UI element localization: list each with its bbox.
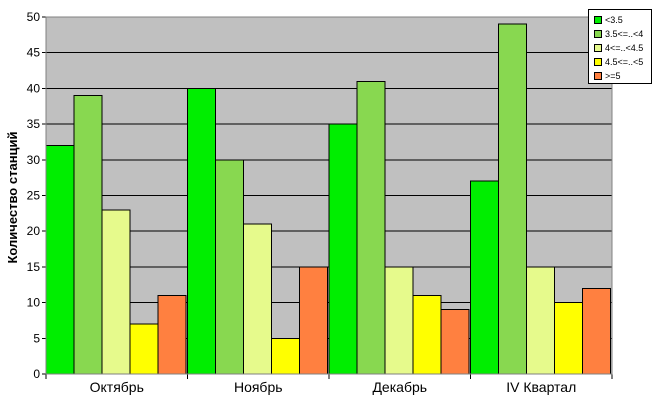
bar: [129, 323, 159, 375]
y-tick-label: 0: [33, 367, 40, 381]
bar: [298, 266, 328, 375]
bar: [356, 80, 386, 375]
plot-border: [45, 16, 613, 375]
y-tick-label: 45: [27, 46, 41, 60]
bar: [328, 123, 358, 375]
legend-label: >=5: [605, 71, 621, 81]
bar: [384, 266, 414, 375]
legend-swatch: [594, 16, 602, 24]
legend-swatch: [594, 44, 602, 52]
y-tick-label: 25: [27, 189, 41, 203]
x-tick-label: Декабрь: [372, 379, 427, 395]
legend-swatch: [594, 72, 602, 80]
bar: [73, 95, 103, 375]
bar: [270, 337, 300, 375]
legend-item: 4<=..<4.5: [594, 41, 651, 55]
bar: [412, 294, 442, 375]
y-axis-label: Количество станций: [5, 131, 20, 263]
y-tick-label: 35: [27, 117, 41, 131]
bar: [581, 287, 611, 375]
bar: [45, 145, 75, 375]
x-tick-label: Октябрь: [90, 379, 144, 395]
y-tick-label: 40: [27, 81, 41, 95]
bar: [553, 302, 583, 375]
bar: [157, 294, 187, 375]
legend-label: <3.5: [605, 15, 623, 25]
bar: [440, 309, 470, 375]
y-tick-label: 5: [33, 331, 40, 345]
y-tick-label: 30: [27, 153, 41, 167]
legend: <3.5 3.5<=..<4 4<=..<4.5 4.5<=..<5 >=5: [588, 9, 652, 84]
legend-swatch: [594, 30, 602, 38]
x-tick-label: IV Квартал: [506, 379, 576, 395]
y-tick-label: 50: [27, 10, 41, 24]
legend-label: 4.5<=..<5: [605, 57, 644, 67]
y-tick-label: 20: [27, 224, 41, 238]
y-tick-label: 15: [27, 260, 41, 274]
legend-label: 4<=..<4.5: [605, 43, 644, 53]
bar: [242, 223, 272, 375]
bar: [525, 266, 555, 375]
y-tick-label: 10: [27, 296, 41, 310]
legend-swatch: [594, 58, 602, 66]
legend-label: 3.5<=..<4: [605, 29, 644, 39]
legend-item: <3.5: [594, 13, 651, 27]
legend-item: >=5: [594, 69, 651, 83]
bar: [497, 23, 527, 375]
bar: [469, 180, 499, 375]
legend-item: 3.5<=..<4: [594, 27, 651, 41]
x-tick-label: Ноябрь: [234, 379, 283, 395]
bar: [186, 87, 216, 375]
bar: [214, 159, 244, 375]
bar: [101, 209, 131, 375]
legend-item: 4.5<=..<5: [594, 55, 651, 69]
